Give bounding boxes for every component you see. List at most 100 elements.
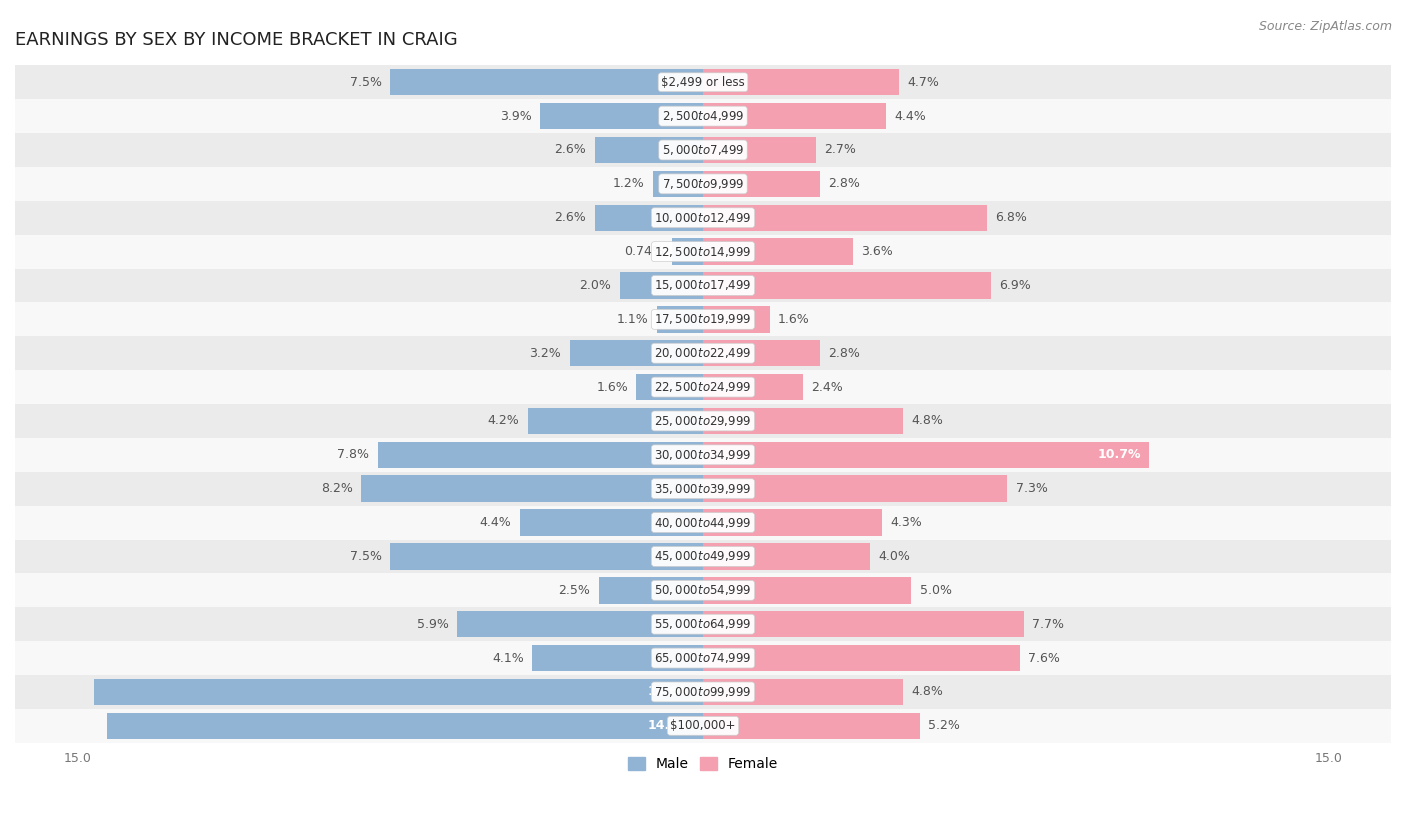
Bar (703, 307, 769, 333)
Text: 4.4%: 4.4% (479, 516, 512, 529)
Text: 4.4%: 4.4% (894, 110, 927, 123)
Text: $2,499 or less: $2,499 or less (661, 76, 745, 89)
Bar (703, 137, 815, 163)
Text: 7.8%: 7.8% (337, 448, 370, 461)
Bar (703, 645, 1019, 672)
Text: $75,000 to $99,999: $75,000 to $99,999 (654, 685, 752, 699)
Text: 4.8%: 4.8% (911, 685, 943, 698)
Text: 7.6%: 7.6% (1028, 651, 1060, 664)
Text: 1.1%: 1.1% (617, 313, 648, 326)
Bar (703, 679, 903, 705)
Text: 7.5%: 7.5% (350, 76, 382, 89)
Text: 7.7%: 7.7% (1032, 618, 1064, 631)
Text: $35,000 to $39,999: $35,000 to $39,999 (654, 482, 752, 496)
Bar (703, 611, 1024, 637)
Bar (599, 577, 703, 603)
Bar (703, 476, 1007, 502)
Text: 1.6%: 1.6% (596, 380, 628, 393)
Text: 14.3%: 14.3% (647, 720, 690, 733)
Text: $7,500 to $9,999: $7,500 to $9,999 (662, 177, 744, 191)
Bar (703, 441, 1149, 468)
Bar (0, 675, 1406, 709)
Text: 2.0%: 2.0% (579, 279, 612, 292)
Bar (637, 374, 703, 400)
Text: 1.6%: 1.6% (778, 313, 810, 326)
Text: EARNINGS BY SEX BY INCOME BRACKET IN CRAIG: EARNINGS BY SEX BY INCOME BRACKET IN CRA… (15, 31, 457, 50)
Bar (0, 506, 1406, 540)
Text: 4.7%: 4.7% (907, 76, 939, 89)
Text: $65,000 to $74,999: $65,000 to $74,999 (654, 651, 752, 665)
Legend: Male, Female: Male, Female (623, 752, 783, 776)
Text: 3.2%: 3.2% (530, 346, 561, 359)
Bar (703, 272, 991, 298)
Bar (0, 302, 1406, 337)
Text: 4.0%: 4.0% (879, 550, 910, 563)
Bar (0, 404, 1406, 438)
Bar (457, 611, 703, 637)
Bar (703, 374, 803, 400)
Text: 6.8%: 6.8% (995, 211, 1026, 224)
Bar (361, 476, 703, 502)
Text: $17,500 to $19,999: $17,500 to $19,999 (654, 312, 752, 326)
Bar (0, 167, 1406, 201)
Bar (703, 103, 886, 129)
Bar (527, 408, 703, 434)
Bar (531, 645, 703, 672)
Bar (378, 441, 703, 468)
Bar (0, 607, 1406, 641)
Bar (703, 543, 870, 570)
Bar (703, 712, 920, 739)
Bar (703, 340, 820, 367)
Text: $10,000 to $12,499: $10,000 to $12,499 (654, 211, 752, 224)
Text: 2.8%: 2.8% (828, 346, 860, 359)
Text: $55,000 to $64,999: $55,000 to $64,999 (654, 617, 752, 631)
Bar (595, 137, 703, 163)
Bar (391, 69, 703, 95)
Text: 14.6%: 14.6% (647, 685, 690, 698)
Text: 1.2%: 1.2% (613, 177, 644, 190)
Text: $25,000 to $29,999: $25,000 to $29,999 (654, 414, 752, 428)
Text: 4.8%: 4.8% (911, 415, 943, 428)
Text: $100,000+: $100,000+ (671, 720, 735, 733)
Bar (672, 238, 703, 265)
Text: 4.1%: 4.1% (492, 651, 523, 664)
Bar (620, 272, 703, 298)
Bar (703, 408, 903, 434)
Text: 7.3%: 7.3% (1015, 482, 1047, 495)
Text: $12,500 to $14,999: $12,500 to $14,999 (654, 245, 752, 259)
Bar (703, 510, 883, 536)
Text: 5.2%: 5.2% (928, 720, 960, 733)
Bar (595, 205, 703, 231)
Text: $20,000 to $22,499: $20,000 to $22,499 (654, 346, 752, 360)
Text: $40,000 to $44,999: $40,000 to $44,999 (654, 515, 752, 529)
Bar (94, 679, 703, 705)
Text: 5.9%: 5.9% (416, 618, 449, 631)
Text: 2.8%: 2.8% (828, 177, 860, 190)
Bar (0, 370, 1406, 404)
Bar (0, 65, 1406, 99)
Bar (0, 268, 1406, 302)
Bar (0, 573, 1406, 607)
Text: 2.6%: 2.6% (554, 143, 586, 156)
Text: 7.5%: 7.5% (350, 550, 382, 563)
Bar (0, 133, 1406, 167)
Text: $15,000 to $17,499: $15,000 to $17,499 (654, 279, 752, 293)
Bar (0, 99, 1406, 133)
Text: 0.74%: 0.74% (624, 245, 664, 258)
Bar (657, 307, 703, 333)
Bar (703, 205, 987, 231)
Bar (0, 337, 1406, 370)
Text: $2,500 to $4,999: $2,500 to $4,999 (662, 109, 744, 123)
Text: 2.6%: 2.6% (554, 211, 586, 224)
Text: 3.6%: 3.6% (862, 245, 893, 258)
Bar (0, 641, 1406, 675)
Text: 8.2%: 8.2% (321, 482, 353, 495)
Bar (540, 103, 703, 129)
Bar (703, 238, 853, 265)
Text: 10.7%: 10.7% (1097, 448, 1140, 461)
Bar (0, 472, 1406, 506)
Bar (391, 543, 703, 570)
Text: $45,000 to $49,999: $45,000 to $49,999 (654, 550, 752, 563)
Text: 3.9%: 3.9% (501, 110, 531, 123)
Bar (0, 235, 1406, 268)
